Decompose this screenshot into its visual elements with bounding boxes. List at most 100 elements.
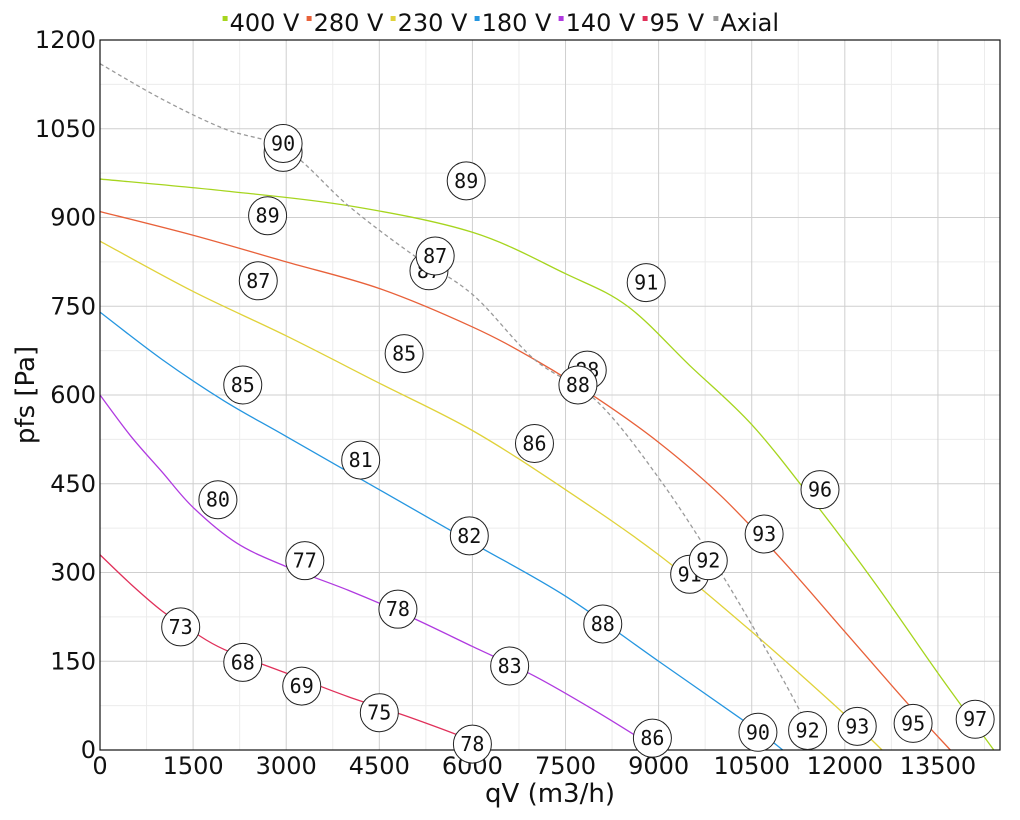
efficiency-marker-label: 83 [498,654,522,678]
efficiency-marker-label: 90 [271,132,295,156]
efficiency-marker-circle [558,365,598,405]
x-axis-label: qV (m3/h) [485,779,615,809]
efficiency-marker-circle [161,607,201,647]
efficiency-marker-label: 68 [231,650,255,674]
efficiency-marker-circle [223,365,263,405]
series-line-230-v [99,240,883,751]
efficiency-marker-label: 96 [808,478,832,502]
efficiency-marker-circle [378,589,418,629]
efficiency-marker-circle [263,124,303,164]
x-tick-label: 1500 [163,752,224,780]
efficiency-marker-circle [341,440,381,480]
legend-swatch [713,16,719,21]
efficiency-marker-circle [744,514,784,554]
efficiency-marker-circle [248,196,288,236]
efficiency-marker: 87 [238,261,278,301]
efficiency-marker-label: 97 [963,707,987,731]
efficiency-marker: 78 [452,724,492,764]
efficiency-marker-label: 78 [386,597,410,621]
legend-swatch [390,16,396,21]
efficiency-marker: 93 [744,514,784,554]
efficiency-marker-label: 86 [640,726,664,750]
efficiency-marker-label: 75 [367,701,391,725]
series-line-140-v [99,394,659,751]
efficiency-marker-label: 92 [696,549,720,573]
efficiency-marker: 90 [738,712,778,752]
efficiency-marker-circle [514,424,554,464]
efficiency-marker-label: 86 [522,432,546,456]
y-tick-label: 1050 [35,115,96,143]
x-tick-label: 4500 [349,752,410,780]
efficiency-marker-label: 69 [290,674,314,698]
legend-swatch [474,16,480,21]
efficiency-marker: 92 [688,541,728,581]
efficiency-marker: 81 [341,440,381,480]
x-tick-label: 7500 [535,752,596,780]
efficiency-marker-circle [626,263,666,303]
x-tick-label: 13500 [900,752,976,780]
efficiency-marker-circle [223,642,263,682]
efficiency-marker-label: 91 [634,271,658,295]
efficiency-marker-label: 89 [454,169,478,193]
efficiency-marker-label: 95 [901,711,925,735]
efficiency-marker-circle [837,706,877,746]
efficiency-marker-label: 77 [293,549,317,573]
series-line-180-v [99,311,784,751]
efficiency-marker-label: 88 [566,373,590,397]
efficiency-marker: 89 [248,196,288,236]
efficiency-marker-circle [285,541,325,581]
efficiency-marker: 73 [161,607,201,647]
efficiency-marker: 80 [198,480,238,520]
efficiency-marker-circle [632,718,672,758]
efficiency-marker: 82 [449,516,489,556]
efficiency-marker-label: 93 [752,522,776,546]
efficiency-marker-circle [415,236,455,276]
series-line-280-v [99,210,951,751]
efficiency-marker-circle [238,261,278,301]
series-line-400-v [99,178,995,751]
efficiency-marker-label: 89 [256,204,280,228]
y-tick-label: 450 [50,470,96,498]
efficiency-marker: 85 [223,365,263,405]
efficiency-marker: 68 [223,642,263,682]
plot-frame [99,39,1001,751]
y-tick-label: 750 [50,292,96,320]
efficiency-marker: 90 [263,124,303,164]
x-tick-label: 0 [92,752,107,780]
y-tick-label: 600 [50,381,96,409]
efficiency-marker-circle [893,703,933,743]
efficiency-marker: 86 [632,718,672,758]
efficiency-marker-circle [282,666,322,706]
efficiency-marker-label: 73 [169,615,193,639]
series-line-axial [99,63,815,739]
efficiency-marker: 96 [800,470,840,510]
y-tick-label: 1200 [35,26,96,54]
efficiency-marker: 85 [384,334,424,374]
efficiency-marker-circle [800,470,840,510]
efficiency-marker: 88 [558,365,598,405]
efficiency-marker: 77 [285,541,325,581]
efficiency-marker-label: 78 [460,732,484,756]
x-tick-label: 3000 [256,752,317,780]
efficiency-marker-label: 85 [392,342,416,366]
efficiency-marker-circle [583,604,623,644]
efficiency-marker: 78 [378,589,418,629]
efficiency-marker-label: 92 [796,718,820,742]
y-tick-label: 900 [50,204,96,232]
efficiency-marker: 92 [788,710,828,750]
legend-swatch [306,16,312,21]
efficiency-marker: 91 [626,263,666,303]
efficiency-marker-label: 87 [246,269,270,293]
efficiency-marker: 75 [359,693,399,733]
legend-entry: 180 V [482,9,552,37]
efficiency-marker-circle [738,712,778,752]
efficiency-marker: 95 [893,703,933,743]
efficiency-marker-label: 93 [845,714,869,738]
efficiency-marker-circle [449,516,489,556]
efficiency-marker: 88 [583,604,623,644]
efficiency-marker-circle [384,334,424,374]
series-lines [99,63,995,751]
efficiency-marker: 93 [837,706,877,746]
efficiency-marker-circle [688,541,728,581]
efficiency-marker-label: 87 [423,244,447,268]
